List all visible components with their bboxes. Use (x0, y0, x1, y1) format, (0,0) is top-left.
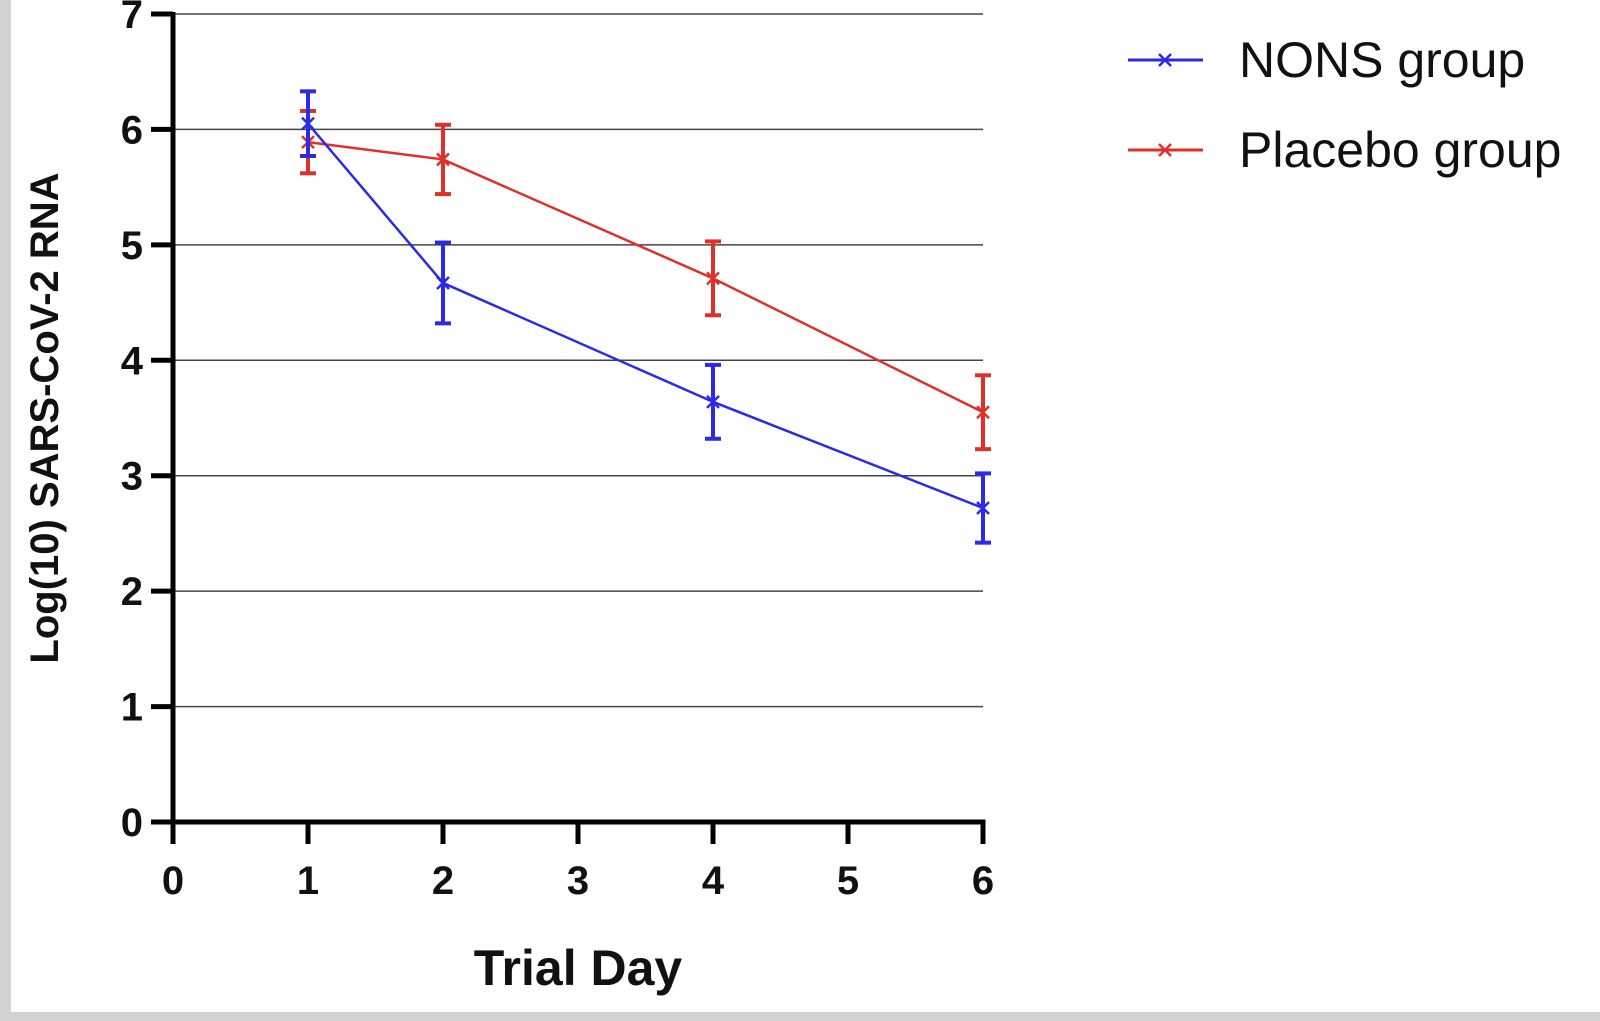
marker-stroke (436, 152, 450, 167)
x-tick-label: 6 (972, 859, 994, 903)
data-point (706, 394, 720, 409)
marker-stroke (706, 394, 720, 409)
legend-label: Placebo group (1239, 122, 1561, 178)
y-tick-label: 7 (121, 0, 143, 37)
axes (170, 12, 986, 825)
x-tick-label: 3 (567, 859, 589, 903)
series-placebo-group (300, 108, 991, 452)
legend-label: NONS group (1239, 32, 1525, 88)
x-tick-label: 4 (702, 859, 725, 903)
x-axis-title: Trial Day (474, 940, 683, 996)
y-axis-ticks: 0 1 2 3 4 5 6 7 (121, 0, 173, 845)
data-point (976, 405, 990, 420)
series-nons-group (300, 89, 991, 545)
y-tick-label: 6 (121, 108, 143, 152)
marker-stroke (976, 501, 990, 515)
marker-stroke (976, 405, 990, 420)
y-tick-label: 3 (121, 455, 143, 499)
x-axis-ticks: 0 1 2 3 4 5 6 (162, 822, 994, 903)
legend-swatch-marker (1158, 53, 1172, 67)
legend-item: Placebo group (1128, 122, 1561, 178)
x-tick-label: 1 (297, 859, 319, 903)
y-tick-label: 2 (121, 570, 143, 614)
data-point (301, 116, 315, 131)
marker-stroke (1158, 143, 1172, 157)
marker-stroke (706, 271, 720, 286)
chart: 0 1 2 3 4 5 6 7 0 1 2 3 4 5 6 NONS group Placebo group… (23, 0, 1561, 996)
y-tick-label: 0 (121, 801, 143, 845)
data-point (436, 152, 450, 167)
y-tick-label: 1 (121, 686, 143, 730)
gridlines (173, 13, 983, 708)
x-tick-label: 2 (432, 859, 454, 903)
series-line-placebo-group (307, 140, 984, 414)
series-layer (300, 89, 991, 545)
marker-stroke (436, 276, 450, 290)
series-line-nons-group (307, 122, 984, 510)
data-point (976, 501, 990, 515)
data-point (436, 276, 450, 290)
x-tick-label: 0 (162, 859, 184, 903)
legend: NONS group Placebo group (1128, 32, 1561, 178)
x-tick-label: 5 (837, 859, 859, 903)
y-tick-label: 4 (121, 339, 144, 383)
y-axis-title: Log(10) SARS-CoV-2 RNA (23, 172, 67, 663)
marker-stroke (301, 116, 315, 131)
legend-item: NONS group (1128, 32, 1525, 88)
marker-stroke (1158, 53, 1172, 67)
data-point (706, 271, 720, 286)
legend-swatch-marker (1158, 143, 1172, 157)
y-tick-label: 5 (121, 224, 143, 268)
